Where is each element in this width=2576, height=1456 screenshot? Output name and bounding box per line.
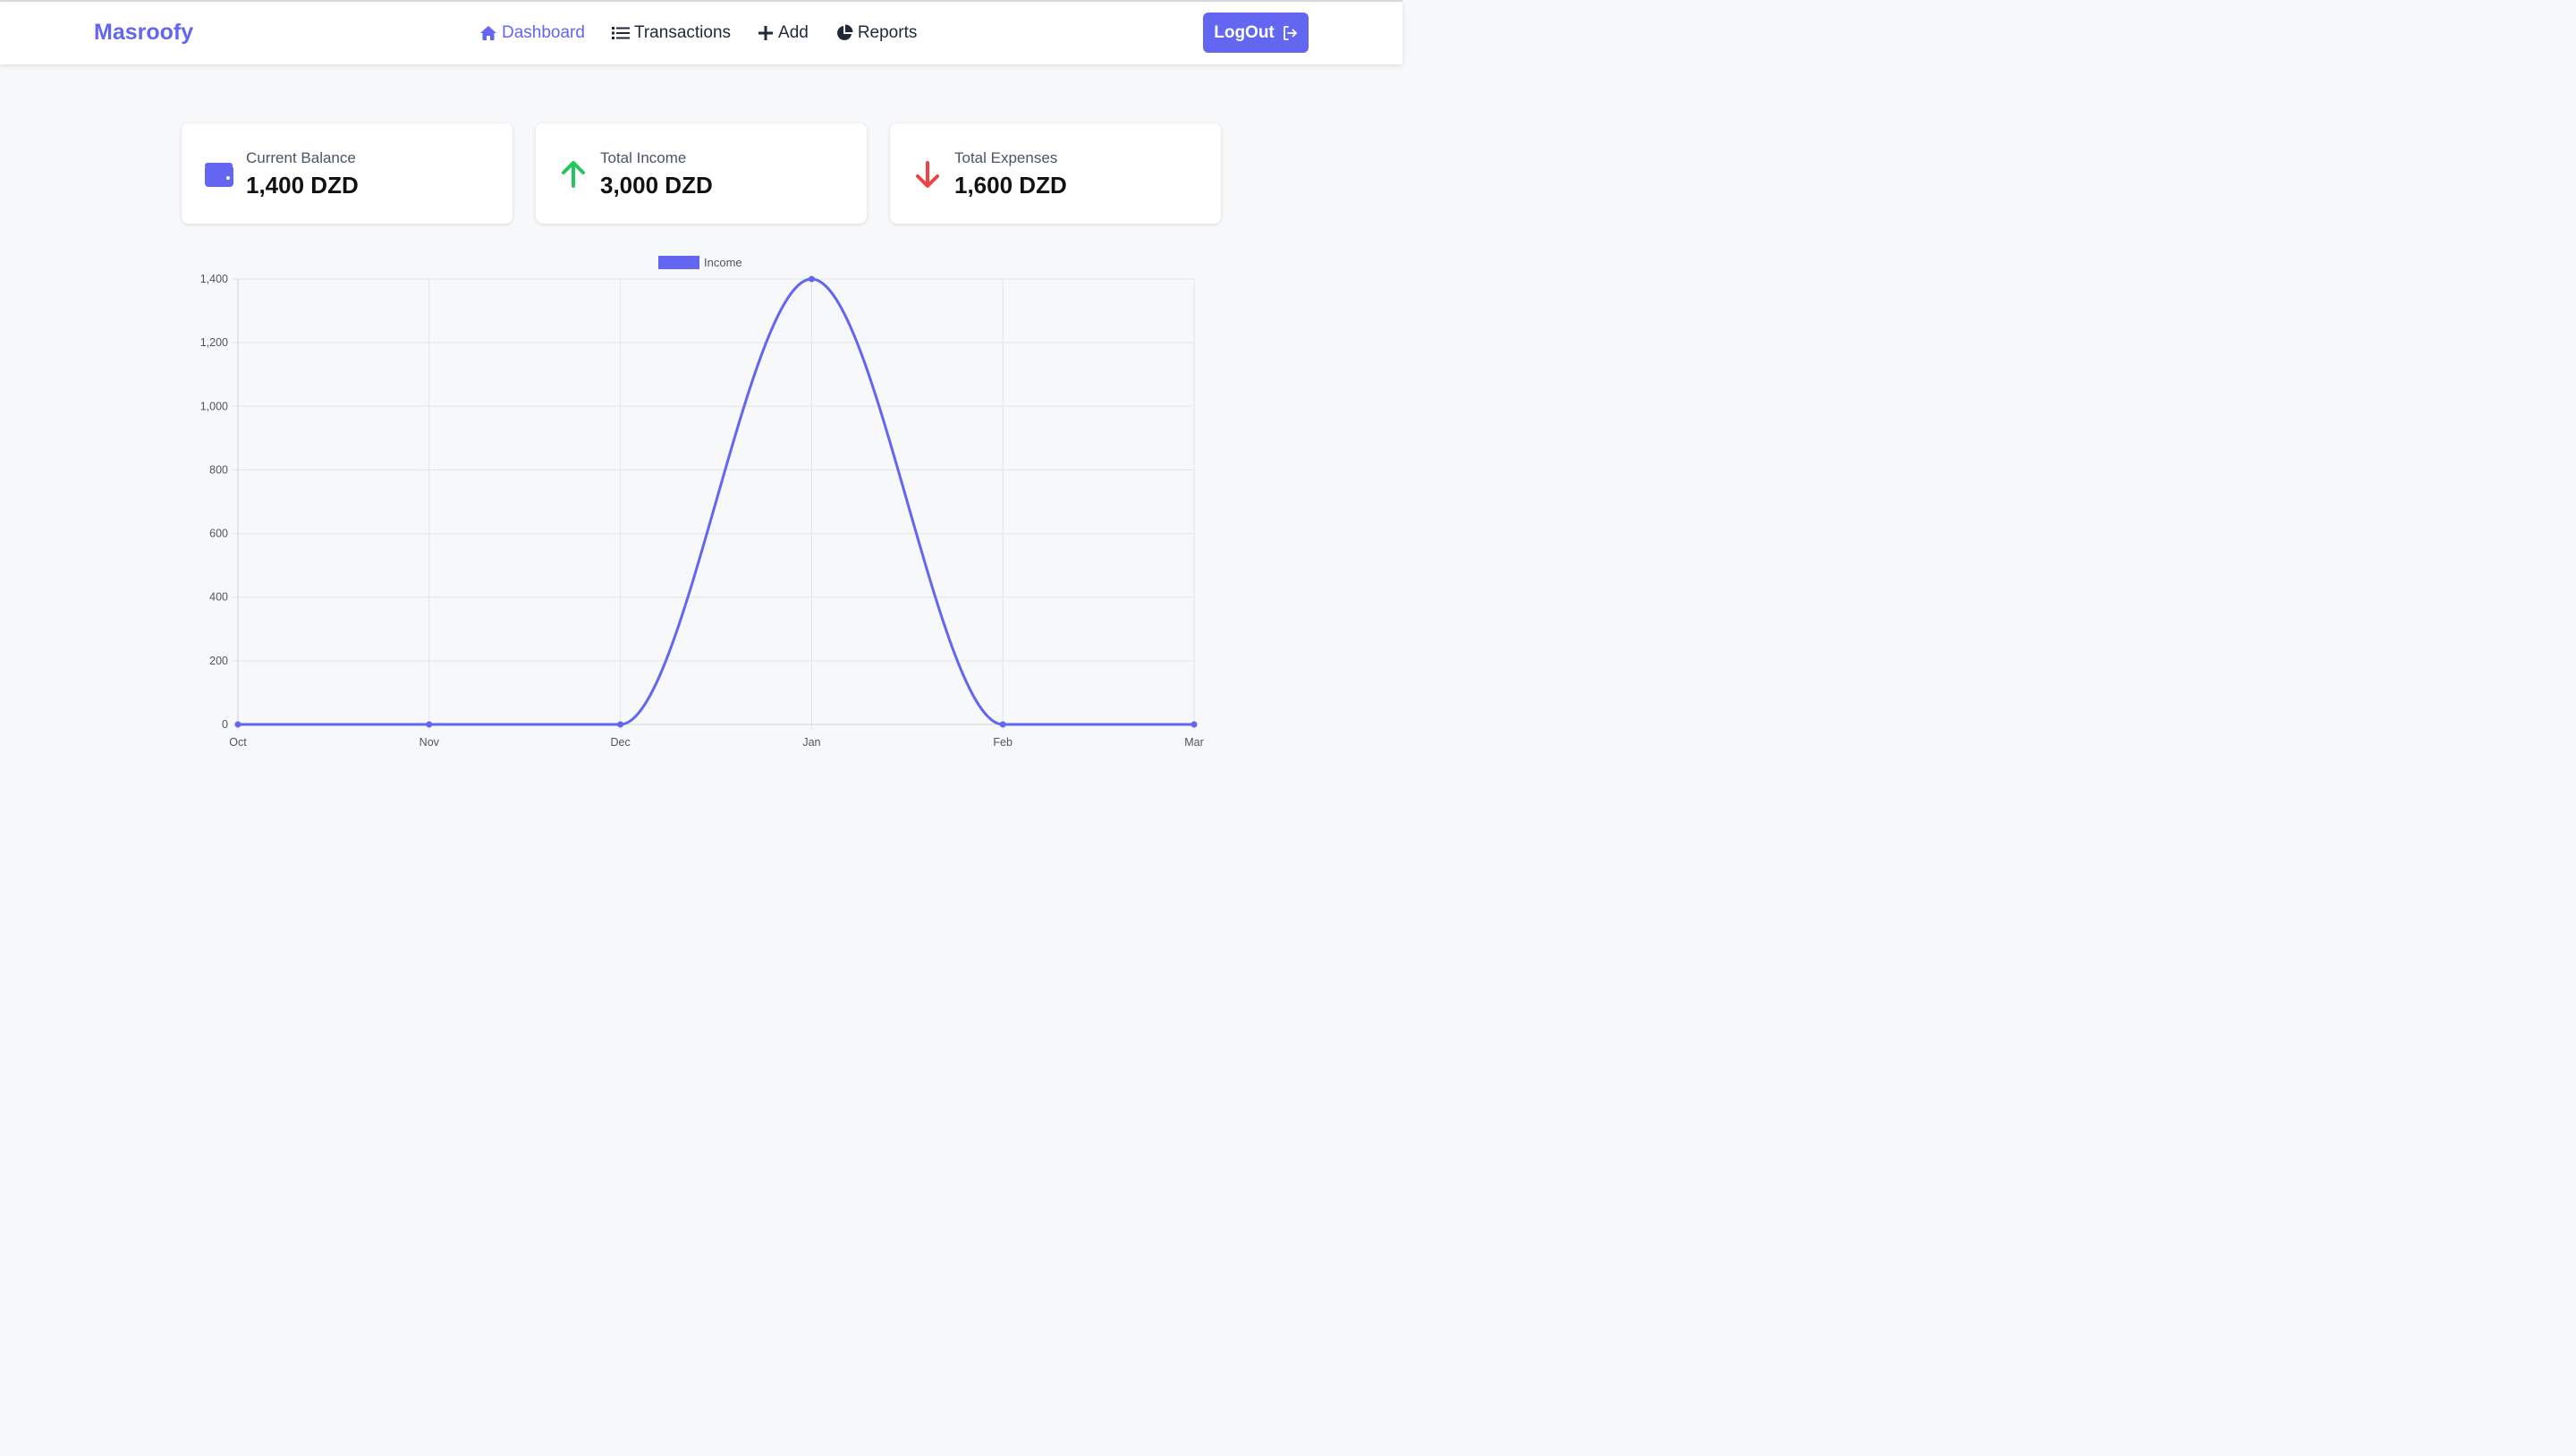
- y-tick-label: 0: [222, 718, 228, 731]
- data-point: [426, 721, 433, 728]
- nav-transactions-label: Transactions: [633, 23, 732, 42]
- data-point: [1191, 721, 1198, 728]
- card-current-balance: Current Balance 1,400 DZD: [182, 123, 513, 224]
- x-tick-label: Oct: [229, 736, 247, 749]
- nav-add[interactable]: Add: [758, 23, 809, 43]
- data-point: [808, 275, 815, 283]
- y-tick-label: 1,000: [200, 400, 228, 412]
- x-tick-label: Feb: [993, 736, 1013, 749]
- nav-reports[interactable]: Reports: [835, 23, 918, 43]
- y-tick-label: 600: [209, 528, 228, 540]
- y-tick-label: 1,400: [200, 273, 228, 285]
- nav-dashboard[interactable]: Dashboard: [479, 23, 585, 43]
- legend-label: Income: [704, 256, 742, 269]
- logout-icon: [1282, 25, 1298, 41]
- nav-links: Dashboard Transactions Add: [479, 23, 944, 43]
- x-tick-label: Mar: [1184, 736, 1204, 749]
- card-label: Total Expenses: [954, 149, 1058, 166]
- card-value: 3,000 DZD: [600, 172, 713, 199]
- data-point: [234, 721, 242, 728]
- brand-logo[interactable]: Masroofy: [94, 20, 194, 45]
- pie-chart-icon: [835, 24, 853, 42]
- card-value: 1,400 DZD: [246, 172, 359, 199]
- plus-icon: [758, 25, 774, 41]
- legend-swatch: [658, 256, 699, 269]
- card-total-income: Total Income 3,000 DZD: [536, 123, 867, 224]
- x-tick-label: Jan: [802, 736, 820, 749]
- logout-button[interactable]: LogOut: [1203, 13, 1309, 53]
- y-tick-label: 200: [209, 655, 228, 667]
- nav-transactions[interactable]: Transactions: [611, 23, 732, 43]
- card-value: 1,600 DZD: [954, 172, 1067, 199]
- navbar: Masroofy Dashboard Transactions Add: [0, 2, 1402, 64]
- series-line-income: [237, 277, 1194, 726]
- card-label: Total Income: [600, 149, 687, 166]
- data-point: [617, 721, 624, 728]
- y-tick-label: 800: [209, 463, 228, 476]
- nav-reports-label: Reports: [857, 23, 918, 42]
- arrow-down-icon: [912, 159, 943, 190]
- arrow-up-icon: [558, 159, 589, 190]
- x-tick-label: Nov: [419, 736, 440, 749]
- nav-dashboard-label: Dashboard: [502, 23, 585, 42]
- card-label: Current Balance: [246, 149, 356, 166]
- list-icon: [611, 26, 630, 40]
- wallet-icon: [204, 159, 234, 190]
- income-chart-svg: 0 200 400 600 800 1,000 1,200 1,400 Oct Nov Dec Jan…: [200, 256, 1204, 749]
- nav-add-label: Add: [778, 23, 809, 42]
- y-tick-label: 400: [209, 591, 228, 604]
- x-tick-label: Dec: [610, 736, 630, 749]
- card-total-expenses: Total Expenses 1,600 DZD: [890, 123, 1221, 224]
- window-top-border: [0, 0, 1402, 2]
- y-tick-label: 1,200: [200, 336, 228, 349]
- data-point: [999, 721, 1006, 728]
- income-chart: 0 200 400 600 800 1,000 1,200 1,400 Oct Nov Dec Jan…: [179, 250, 1225, 760]
- logout-label: LogOut: [1214, 22, 1275, 42]
- home-icon: [479, 25, 497, 41]
